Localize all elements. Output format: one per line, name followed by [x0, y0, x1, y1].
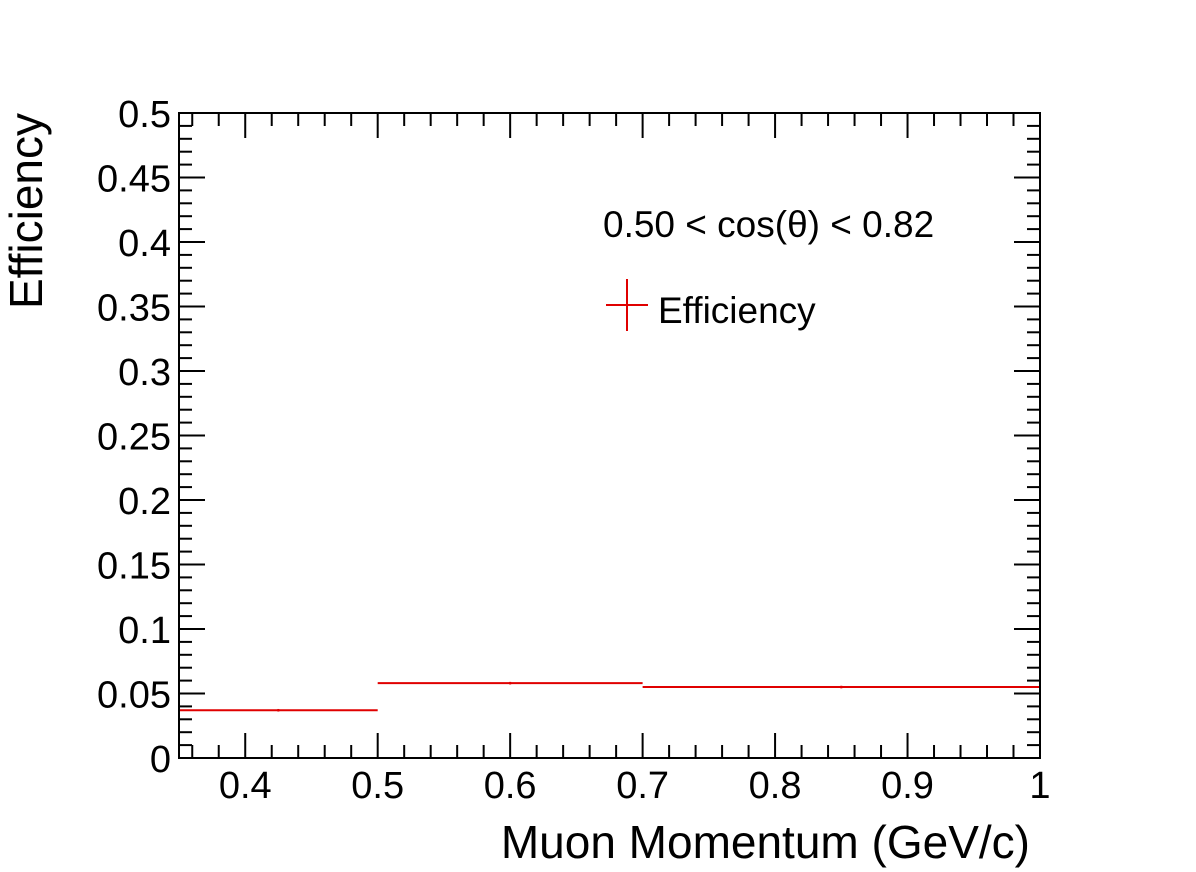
y-axis-title: Efficiency [0, 113, 52, 309]
x-tick-label: 0.7 [616, 765, 669, 807]
x-tick-label: 0.9 [881, 765, 934, 807]
plot-frame [178, 112, 1041, 759]
y-tick-label: 0.4 [118, 223, 171, 265]
y-tick-label: 0.35 [97, 288, 171, 330]
data-series [179, 681, 1040, 712]
y-tick-label: 0.25 [97, 417, 171, 459]
y-tick-label: 0.45 [97, 159, 171, 201]
y-tick-labels: 0 0.05 0.1 0.15 0.2 0.25 0.3 0.35 0.4 0.45 0.5 [97, 94, 171, 781]
x-tick-labels: 0.4 0.5 0.6 0.7 0.8 0.9 1 [219, 765, 1051, 807]
y-tick-label: 0 [150, 739, 171, 781]
legend: Efficiency [606, 279, 816, 331]
legend-entry-efficiency: Efficiency [658, 290, 816, 331]
x-tick-label: 0.6 [484, 765, 537, 807]
axis-ticks [179, 112, 1041, 759]
y-tick-label: 0.3 [118, 352, 171, 394]
x-tick-label: 0.5 [351, 765, 404, 807]
y-tick-label: 0.05 [97, 675, 171, 717]
y-tick-label: 0.5 [118, 94, 171, 136]
cos-theta-annotation: 0.50 < cos(θ) < 0.82 [603, 204, 934, 245]
x-tick-label: 1 [1029, 765, 1050, 807]
y-tick-label: 0.15 [97, 546, 171, 588]
x-axis-title: Muon Momentum (GeV/c) [501, 816, 1030, 868]
x-tick-label: 0.8 [749, 765, 802, 807]
x-tick-label: 0.4 [219, 765, 272, 807]
y-tick-label: 0.2 [118, 481, 171, 523]
y-tick-label: 0.1 [118, 610, 171, 652]
